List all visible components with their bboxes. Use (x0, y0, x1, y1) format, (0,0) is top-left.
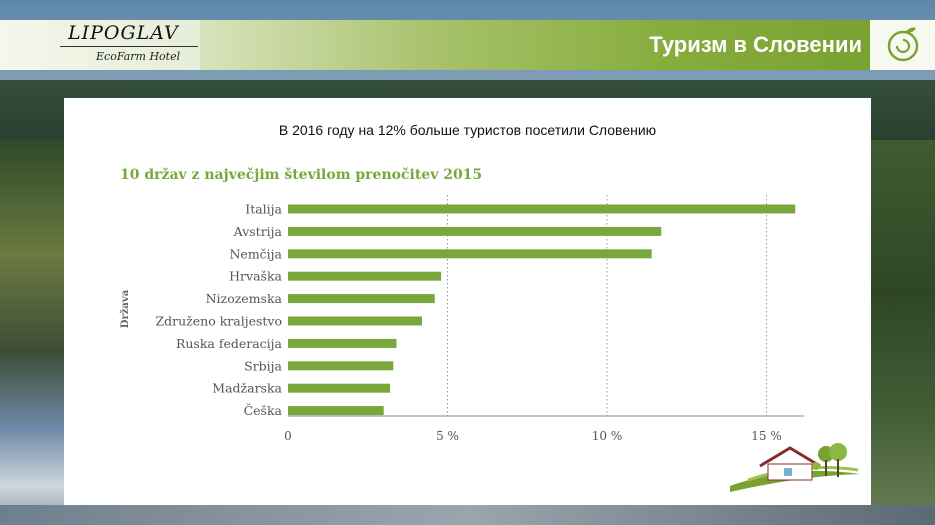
x-tick-label: 0 (284, 429, 292, 443)
bar-0 (288, 204, 796, 214)
category-label: Združeno kraljestvo (155, 314, 282, 329)
slide-header: LIPOGLAV EcoFarm Hotel Туризм в Словении (0, 20, 935, 70)
page-title: Туризм в Словении (649, 32, 862, 57)
category-label: Nizozemska (206, 291, 283, 306)
x-tick-label: 15 % (751, 429, 782, 443)
headline: В 2016 году на 12% больше туристов посет… (278, 122, 657, 138)
category-label: Srbija (244, 358, 282, 373)
chart-title: 10 držav z največjim številom prenočitev… (120, 167, 483, 183)
chart-category-labels: Italija Avstrija Nemčija Hrvaška Nizozemska Z… (155, 202, 282, 419)
brand-logo: LIPOGLAV EcoFarm Hotel (0, 20, 200, 70)
background-left-scenery (0, 140, 70, 525)
bar-1 (288, 226, 662, 236)
bar-5 (288, 316, 422, 326)
background-right-scenery (870, 140, 935, 525)
bar-8 (288, 383, 391, 393)
category-label: Češka (244, 402, 283, 418)
bar-4 (288, 294, 435, 304)
eco-house-logo-icon (730, 443, 860, 492)
bar-3 (288, 271, 442, 281)
category-label: Italija (245, 202, 282, 217)
brand-subtitle: EcoFarm Hotel (96, 50, 181, 63)
category-label: Ruska federacija (176, 336, 283, 351)
bar-chart: Italija Avstrija Nemčija Hrvaška Nizozemska Z… (120, 195, 804, 443)
category-label: Nemčija (229, 246, 282, 261)
bar-7 (288, 361, 394, 371)
title-bar: Туризм в Словении (200, 20, 870, 70)
x-tick-label: 5 % (436, 429, 459, 443)
bar-2 (288, 249, 652, 259)
bar-6 (288, 338, 397, 348)
category-label: Hrvaška (229, 269, 282, 284)
swirl-logo-icon (887, 27, 919, 62)
chart-bars (288, 204, 796, 416)
background-bottom-scenery (0, 505, 935, 525)
y-axis-label: Država (120, 289, 131, 328)
logo-icon-box (870, 20, 935, 70)
category-label: Avstrija (233, 224, 283, 239)
x-tick-label: 10 % (592, 429, 623, 443)
chart-x-ticks: 0 5 % 10 % 15 % (284, 429, 782, 443)
category-label: Madžarska (212, 381, 282, 396)
brand-divider (60, 46, 198, 47)
content-panel: В 2016 году на 12% больше туристов посет… (64, 98, 871, 505)
bar-9 (288, 406, 384, 416)
brand-name: LIPOGLAV (68, 22, 179, 44)
